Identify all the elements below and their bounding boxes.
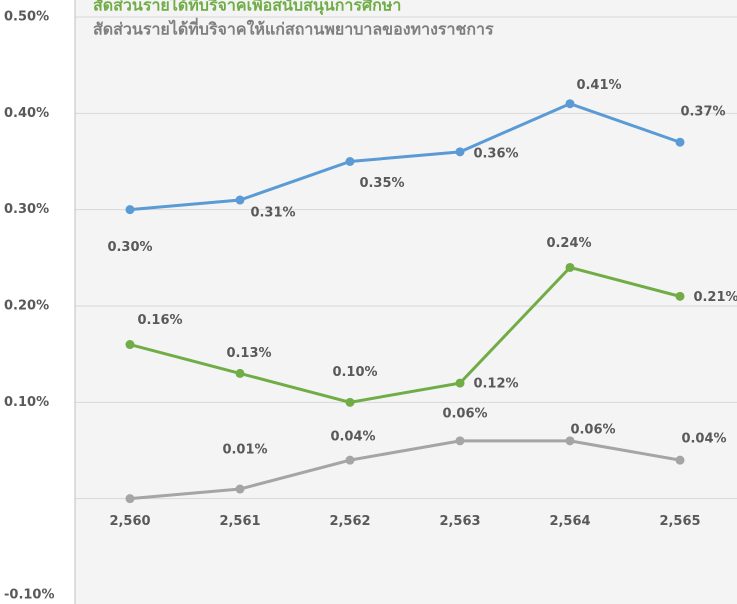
point xyxy=(235,195,245,205)
x-tick-label: 2,564 xyxy=(549,514,590,529)
x-tick-label: 2,565 xyxy=(659,514,700,529)
point xyxy=(345,397,355,407)
data-label: 0.12% xyxy=(473,377,518,392)
point xyxy=(125,494,135,504)
data-label: 0.04% xyxy=(681,432,726,447)
series-line xyxy=(129,439,681,501)
data-label: 0.10% xyxy=(332,365,377,380)
point xyxy=(565,99,575,109)
data-label: 0.35% xyxy=(359,176,404,191)
point xyxy=(455,378,465,388)
data-label: 0.41% xyxy=(576,78,621,93)
data-label: 0.13% xyxy=(226,346,271,361)
point xyxy=(345,455,355,465)
data-label: 0.37% xyxy=(680,105,725,120)
y-tick-label: 0.20% xyxy=(4,299,49,314)
data-label: 0.30% xyxy=(107,240,152,255)
data-label: 0.04% xyxy=(330,430,375,445)
point xyxy=(125,340,135,350)
point xyxy=(675,137,685,147)
point xyxy=(675,455,685,465)
data-label: 0.01% xyxy=(222,443,267,458)
point xyxy=(125,205,135,215)
y-tick-label: 0.10% xyxy=(4,395,49,410)
data-label: 0.24% xyxy=(546,236,591,251)
x-tick-label: 2,563 xyxy=(439,514,480,529)
data-label: 0.21% xyxy=(693,290,737,305)
point xyxy=(345,157,355,166)
data-label: 0.36% xyxy=(473,146,518,161)
point xyxy=(235,484,245,494)
y-tick-label: 0.50% xyxy=(4,10,49,25)
data-label: 0.16% xyxy=(137,313,182,328)
data-label: 0.06% xyxy=(442,406,487,421)
series-line xyxy=(129,102,681,212)
point xyxy=(675,291,685,301)
legend-entry: สัดส่วนรายได้ที่บริจาคเพื่อสนับสนุนการศึ… xyxy=(93,0,401,16)
point xyxy=(565,262,575,272)
point xyxy=(455,436,465,446)
y-tick-label: -0.10% xyxy=(4,588,55,603)
legend-entry: สัดส่วนรายได้ที่บริจาคให้แก่สถานพยาบาลขอ… xyxy=(93,18,494,39)
x-tick-label: 2,562 xyxy=(329,514,370,529)
point xyxy=(455,147,465,157)
x-tick-label: 2,561 xyxy=(219,514,260,529)
y-tick-label: 0.30% xyxy=(4,202,49,217)
point xyxy=(565,436,575,446)
point xyxy=(235,368,245,378)
x-tick-label: 2,560 xyxy=(109,514,150,529)
data-label: 0.31% xyxy=(250,206,295,221)
data-label: 0.06% xyxy=(570,422,615,437)
y-tick-label: 0.40% xyxy=(4,106,49,121)
plot-area xyxy=(75,0,737,604)
series-line xyxy=(129,265,681,404)
